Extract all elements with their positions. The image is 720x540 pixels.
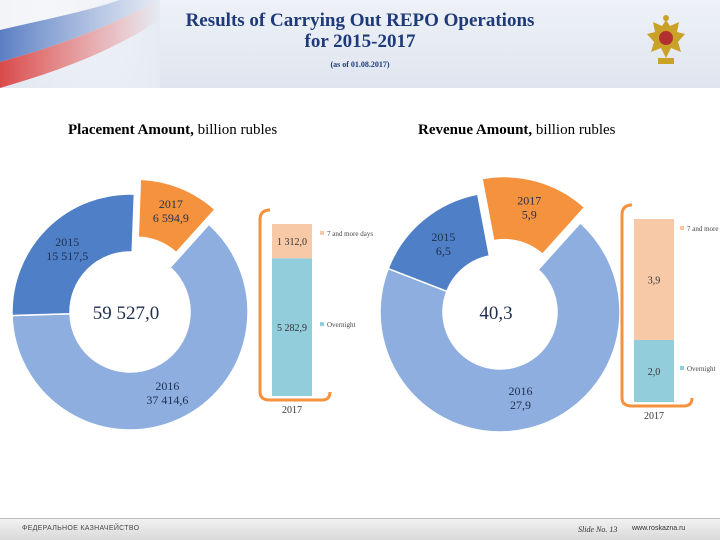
legend-swatch-overnight bbox=[680, 365, 684, 370]
legend-label-overnight: Overnight bbox=[327, 321, 355, 329]
center-total-label: 40,3 bbox=[479, 303, 512, 324]
slice-label-2015: 2015 bbox=[431, 230, 455, 244]
bar-segment-overnight bbox=[634, 339, 674, 402]
title-line-1: Results of Carrying Out REPO Operations bbox=[185, 10, 535, 31]
slice-value-2016: 27,9 bbox=[510, 398, 531, 412]
pie-slice-2015 bbox=[387, 193, 491, 293]
footer-organization: ФЕДЕРАЛЬНОЕ КАЗНАЧЕЙСТВО bbox=[22, 525, 140, 532]
revenue-chart-title: Revenue Amount, billion rubles bbox=[418, 122, 616, 138]
slice-value-2016: 37 414,6 bbox=[146, 393, 188, 407]
bar-segment-seven-days bbox=[272, 224, 312, 259]
bar-category-label: 2017 bbox=[282, 405, 302, 416]
legend-swatch-seven-days bbox=[320, 231, 324, 235]
bracket-connector bbox=[620, 203, 694, 408]
slice-value-2015: 6,5 bbox=[436, 244, 451, 258]
legend-label-seven-days: 7 and more days bbox=[327, 230, 373, 238]
center-total-label: 59 527,0 bbox=[93, 303, 160, 324]
bar-value-overnight: 2,0 bbox=[648, 367, 661, 378]
legend-swatch-overnight bbox=[320, 322, 324, 327]
bar-value-overnight: 5 282,9 bbox=[277, 323, 307, 334]
date-subtitle: (as of 01.08.2017) bbox=[330, 60, 390, 69]
slice-label-2017: 2017 bbox=[517, 194, 541, 208]
slide-footer: ФЕДЕРАЛЬНОЕ КАЗНАЧЕЙСТВО Slide No. 13 ww… bbox=[0, 518, 720, 540]
slice-label-2017: 2017 bbox=[159, 197, 183, 211]
bar-segment-overnight bbox=[272, 258, 312, 396]
treasury-emblem-icon bbox=[647, 15, 685, 64]
slide-number: Slide No. 13 bbox=[578, 525, 618, 534]
bracket-connector bbox=[258, 208, 332, 402]
page-title: Results of Carrying Out REPO Operations … bbox=[110, 10, 610, 52]
legend-swatch-seven-days bbox=[680, 226, 684, 230]
bar-value-seven-days: 1 312,0 bbox=[277, 237, 307, 248]
footer-website: www.roskazna.ru bbox=[632, 525, 686, 532]
slice-value-2017: 5,9 bbox=[522, 208, 537, 222]
pie-slice-2016 bbox=[379, 221, 621, 433]
bar-value-seven-days: 3,9 bbox=[648, 275, 661, 286]
placement-chart-title: Placement Amount, billion rubles bbox=[68, 122, 278, 138]
slice-value-2017: 6 594,9 bbox=[153, 211, 189, 225]
russian-flag-decoration bbox=[0, 0, 160, 88]
legend-label-overnight: Overnight bbox=[687, 365, 715, 373]
pie-slice-2015 bbox=[11, 193, 136, 317]
slice-label-2015: 2015 bbox=[55, 235, 79, 249]
bar-category-label: 2017 bbox=[644, 411, 664, 422]
pie-slice-2017 bbox=[481, 175, 586, 256]
bar-segment-seven-days bbox=[634, 219, 674, 340]
slice-label-2016: 2016 bbox=[155, 379, 179, 393]
title-line-2: for 2015-2017 bbox=[304, 31, 416, 52]
slice-value-2015: 15 517,5 bbox=[46, 249, 88, 263]
slide-header: Results of Carrying Out REPO Operations … bbox=[0, 0, 720, 88]
pie-slice-2016 bbox=[11, 223, 249, 431]
pie-slice-2017 bbox=[137, 178, 217, 254]
slice-label-2016: 2016 bbox=[508, 384, 532, 398]
legend-label-seven-days: 7 and more days bbox=[687, 225, 720, 233]
